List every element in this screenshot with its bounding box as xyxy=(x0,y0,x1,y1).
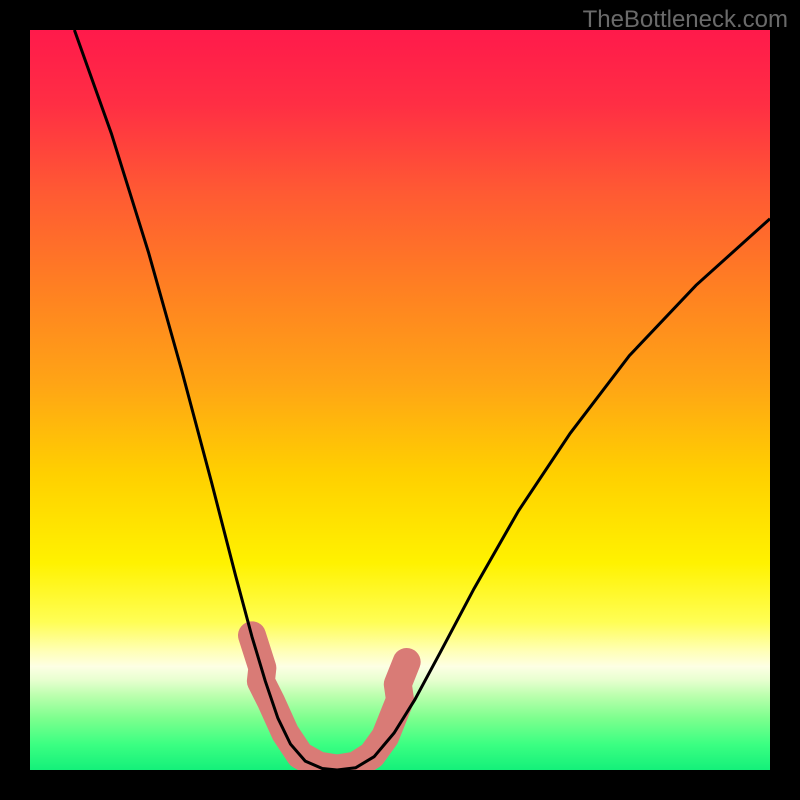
chart-svg xyxy=(30,30,770,770)
chart-frame: TheBottleneck.com xyxy=(0,0,800,800)
watermark-label: TheBottleneck.com xyxy=(583,6,788,34)
plot-area xyxy=(30,30,770,770)
